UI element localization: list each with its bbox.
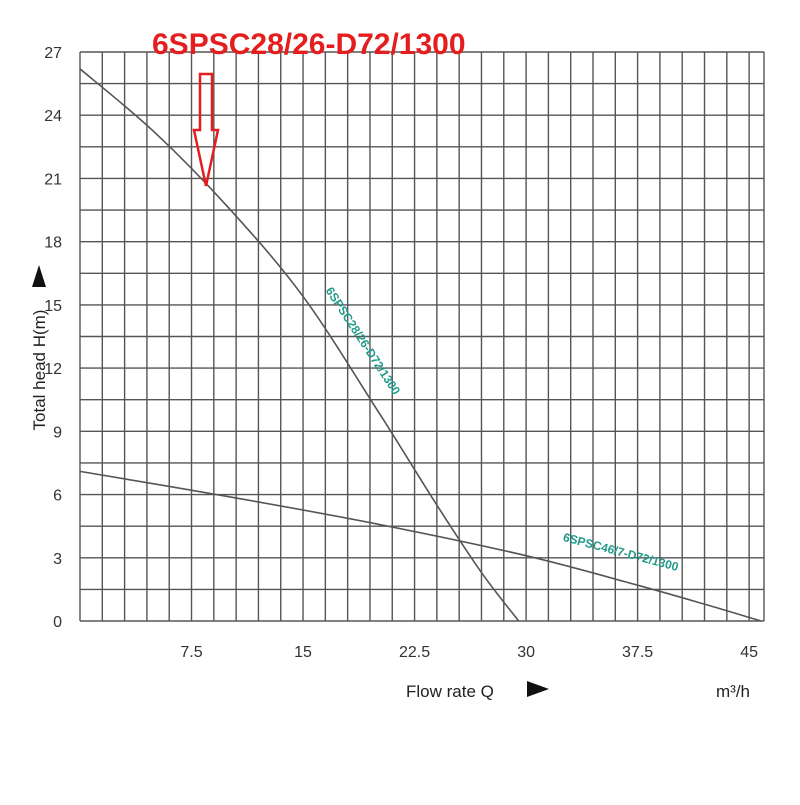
up-triangle-icon — [32, 265, 46, 287]
tick-labels: 7.5 15 22.5 30 37.5 45 0 3 6 9 12 15 18 21 24 27 — [44, 45, 758, 661]
x-tick-label: 22.5 — [399, 644, 430, 661]
curves: 6SPSC28/26-D72/1300 6SPSC46/7-D72/1300 — [79, 68, 762, 622]
y-axis-label: Total head H(m) — [30, 310, 49, 431]
y-tick-label: 24 — [44, 108, 62, 125]
model-headline: 6SPSC28/26-D72/1300 — [152, 28, 466, 61]
x-axis-label: Flow rate Q — [406, 682, 494, 701]
x-tick-label: 37.5 — [622, 644, 653, 661]
x-axis-unit: m³/h — [716, 682, 750, 701]
y-tick-label: 6 — [53, 488, 62, 505]
series-label: 6SPSC28/26-D72/1300 — [323, 285, 403, 398]
x-tick-label: 7.5 — [180, 644, 202, 661]
y-tick-label: 27 — [44, 45, 62, 62]
series-line — [79, 470, 762, 622]
grid — [79, 51, 765, 622]
x-tick-label: 15 — [294, 644, 312, 661]
y-tick-label: 0 — [53, 614, 62, 631]
series-label: 6SPSC46/7-D72/1300 — [562, 530, 681, 574]
x-tick-label: 30 — [517, 644, 535, 661]
series-line — [79, 68, 520, 622]
y-tick-label: 15 — [44, 298, 62, 315]
down-arrow-icon — [192, 72, 220, 187]
y-tick-label: 18 — [44, 235, 62, 252]
y-tick-label: 12 — [44, 361, 62, 378]
y-tick-label: 9 — [53, 424, 62, 441]
y-tick-label: 21 — [44, 171, 62, 188]
right-triangle-icon — [527, 681, 549, 697]
y-tick-label: 3 — [53, 551, 62, 568]
x-tick-label: 45 — [740, 644, 758, 661]
y-axis-title: Total head H(m) — [30, 310, 49, 431]
